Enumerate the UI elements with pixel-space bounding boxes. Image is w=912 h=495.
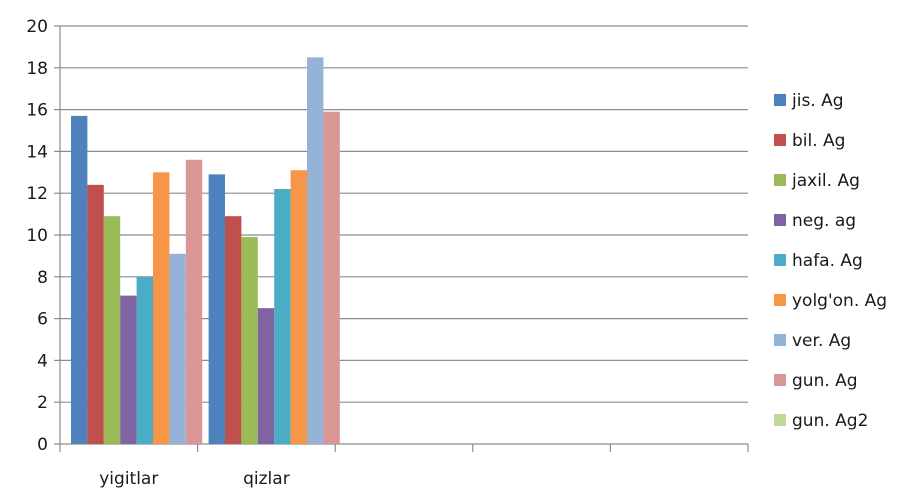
- legend-swatch: [774, 134, 786, 146]
- legend-swatch: [774, 94, 786, 106]
- x-category-label: qizlar: [243, 469, 290, 489]
- legend-swatch: [774, 334, 786, 346]
- bar: [225, 216, 242, 444]
- x-axis-category-labels: yigitlar qizlar: [99, 469, 289, 489]
- legend-swatch: [774, 374, 786, 386]
- legend-label: jaxil. Ag: [791, 171, 860, 191]
- y-tick-label: 4: [37, 351, 48, 371]
- bar: [71, 115, 88, 445]
- y-tick-label: 20: [26, 17, 48, 37]
- bar: [241, 237, 258, 444]
- legend-label: neg. ag: [792, 211, 856, 231]
- y-tick-label: 6: [37, 310, 48, 330]
- y-tick-label: 18: [26, 59, 48, 79]
- y-tick-label: 16: [26, 101, 48, 121]
- legend-label: jis. Ag: [791, 91, 844, 111]
- legend-swatch: [774, 254, 786, 266]
- y-tick-label: 10: [26, 226, 48, 246]
- y-tick-label: 0: [37, 435, 48, 455]
- bar: [257, 308, 275, 444]
- y-axis-tick-labels: 0 2 4 6 8 10 12 14 16 18 20: [26, 17, 48, 455]
- bar: [120, 295, 137, 444]
- y-tick-label: 8: [37, 268, 48, 288]
- bar: [274, 189, 291, 444]
- y-tick-label: 12: [26, 184, 48, 204]
- bar: [307, 57, 324, 444]
- bar: [103, 216, 121, 444]
- bar: [185, 159, 203, 444]
- bar: [153, 172, 170, 445]
- y-tick-label: 14: [26, 142, 48, 162]
- legend-label: yolg'on. Ag: [792, 291, 887, 311]
- y-tick-label: 2: [37, 393, 48, 413]
- axes: [54, 25, 749, 452]
- bars: [71, 57, 340, 445]
- legend-label: bil. Ag: [792, 131, 845, 151]
- legend-swatch: [774, 294, 786, 306]
- bar: [169, 253, 186, 444]
- legend-label: ver. Ag: [792, 331, 851, 351]
- bar: [208, 174, 225, 444]
- legend-label: gun. Ag: [792, 371, 858, 391]
- legend-label: hafa. Ag: [792, 251, 863, 271]
- bar: [136, 276, 153, 444]
- bar: [290, 170, 307, 444]
- legend-swatch: [774, 214, 786, 226]
- legend-label: gun. Ag2: [792, 411, 868, 431]
- legend-swatch: [774, 174, 786, 186]
- x-category-label: yigitlar: [99, 469, 158, 489]
- legend: jis. Ag bil. Ag jaxil. Ag neg. ag hafa. Ag yo…: [774, 91, 887, 431]
- bar: [323, 111, 340, 444]
- bar: [87, 184, 104, 444]
- legend-swatch: [774, 414, 786, 426]
